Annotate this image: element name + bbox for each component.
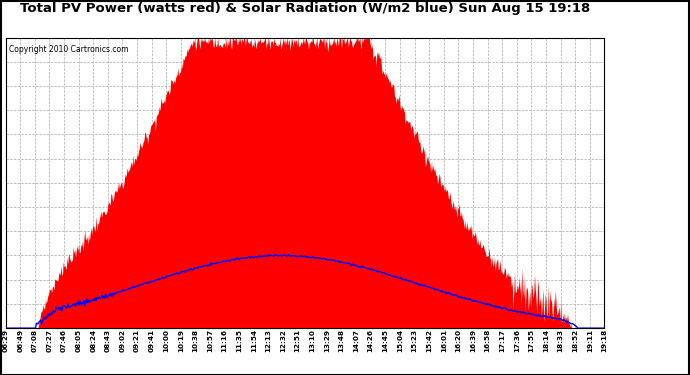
Text: 07:27: 07:27 <box>46 329 52 352</box>
Text: 12:32: 12:32 <box>280 329 286 352</box>
Text: 18:14: 18:14 <box>543 329 549 352</box>
Text: 15:23: 15:23 <box>411 329 417 352</box>
Text: 06:49: 06:49 <box>17 329 23 352</box>
Text: 07:46: 07:46 <box>61 329 67 352</box>
Text: 18:33: 18:33 <box>558 329 564 352</box>
Text: Total PV Power (watts red) & Solar Radiation (W/m2 blue) Sun Aug 15 19:18: Total PV Power (watts red) & Solar Radia… <box>20 2 590 15</box>
Text: 10:00: 10:00 <box>164 329 169 352</box>
Text: 17:36: 17:36 <box>514 329 520 352</box>
Text: 08:43: 08:43 <box>105 329 111 352</box>
Text: 17:55: 17:55 <box>529 329 534 352</box>
Text: 10:57: 10:57 <box>207 329 213 352</box>
Text: 18:52: 18:52 <box>572 329 578 352</box>
Text: 17:17: 17:17 <box>499 329 505 352</box>
Text: 13:10: 13:10 <box>309 329 315 352</box>
Text: 15:42: 15:42 <box>426 329 432 352</box>
Text: 12:13: 12:13 <box>266 329 271 352</box>
Text: 08:05: 08:05 <box>76 329 81 352</box>
Text: 11:35: 11:35 <box>236 329 242 352</box>
Text: 13:48: 13:48 <box>339 329 344 352</box>
Text: 07:08: 07:08 <box>32 329 38 352</box>
Text: 09:41: 09:41 <box>148 329 155 352</box>
Text: 09:02: 09:02 <box>119 329 126 352</box>
Text: 13:29: 13:29 <box>324 329 330 352</box>
Text: 14:45: 14:45 <box>382 329 388 352</box>
Text: 16:58: 16:58 <box>484 329 491 352</box>
Text: 14:07: 14:07 <box>353 329 359 352</box>
Text: 15:04: 15:04 <box>397 329 403 352</box>
Text: 11:54: 11:54 <box>251 329 257 352</box>
Text: 16:01: 16:01 <box>441 329 446 352</box>
Text: 19:18: 19:18 <box>602 329 607 352</box>
Text: 06:29: 06:29 <box>3 329 8 352</box>
Text: 12:51: 12:51 <box>295 329 301 352</box>
Text: 19:11: 19:11 <box>586 329 593 352</box>
Text: 11:16: 11:16 <box>221 329 228 352</box>
Text: 10:38: 10:38 <box>193 329 199 352</box>
Text: 14:26: 14:26 <box>368 329 374 352</box>
Text: 08:24: 08:24 <box>90 329 96 352</box>
Text: 09:21: 09:21 <box>134 329 140 352</box>
Text: Copyright 2010 Cartronics.com: Copyright 2010 Cartronics.com <box>8 45 128 54</box>
Text: 16:39: 16:39 <box>470 329 476 352</box>
Text: 16:20: 16:20 <box>455 329 462 352</box>
Text: 10:19: 10:19 <box>178 329 184 352</box>
